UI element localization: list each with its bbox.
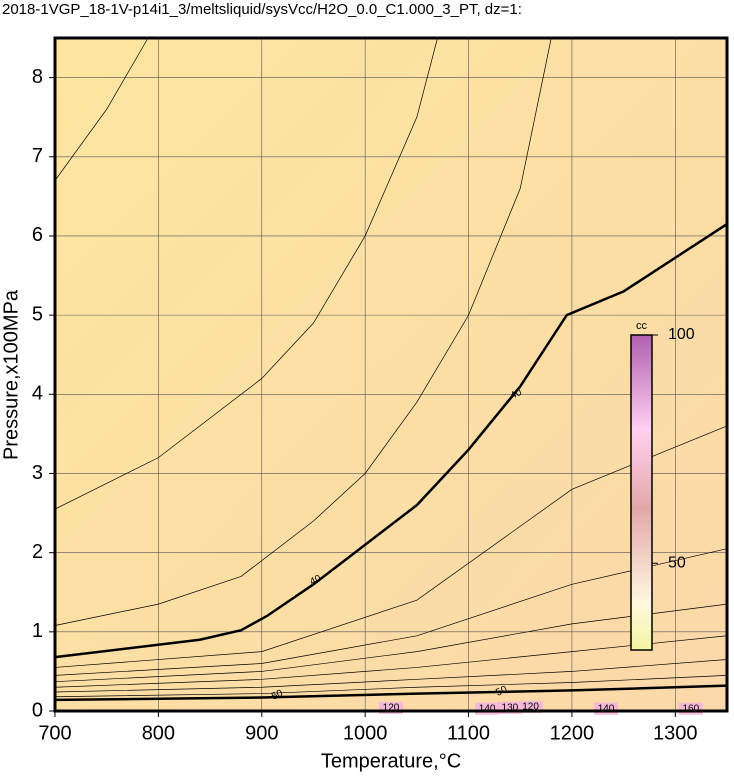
contour-label: 40 [308,573,323,588]
contour-line [54,659,728,693]
y-tick-label: 5 [32,303,43,325]
y-tick-label: 4 [32,383,43,405]
colorbar [630,334,653,651]
x-axis-label: Temperature,°C [321,750,461,772]
x-tick-label: 1300 [653,722,698,744]
colorbar-tick-label: 100 [668,326,695,343]
contour-label: 50 [494,684,509,699]
contour-label: 120 [522,702,539,713]
contour-label: 50 [270,688,285,703]
contour-line [54,37,552,626]
chart-title: 2018-1VGP_18-1V-p14i1_3/meltsliquid/sysV… [2,1,522,18]
y-tick-label: 8 [32,66,43,88]
contour-line [54,635,728,688]
y-tick-label: 3 [32,462,43,484]
contour-line [54,37,438,510]
contour-label: 140 [598,703,615,714]
x-tick-label: 1000 [343,722,388,744]
contour-line [54,675,728,698]
contour-label: 40 [509,387,524,402]
x-tick-label: 700 [38,722,71,744]
colorbar-tick-label: 50 [668,554,686,571]
x-tick-label: 1200 [550,722,595,744]
y-tick-label: 2 [32,541,43,563]
contour-line [54,37,149,181]
plot-frame [53,36,729,713]
y-tick-label: 0 [32,699,43,721]
contour-line-bold [54,684,728,702]
colorbar-label: cc [636,320,648,332]
contour-line [54,425,728,668]
x-tick-label: 900 [245,722,278,744]
contour-line-bold [54,223,728,659]
contour-label: 120 [383,702,400,713]
y-tick-label: 1 [32,620,43,642]
y-tick-label: 7 [32,145,43,167]
plot-background [55,38,727,711]
y-axis-label: Pressure,x100MPa [0,289,22,460]
contour-label: 160 [682,703,699,714]
x-tick-label: 1100 [447,722,490,744]
contour-line [54,603,728,683]
contour-line [54,548,728,676]
x-tick-label: 800 [142,722,175,744]
contour-label: 140 [479,703,496,714]
y-tick-label: 6 [32,224,43,246]
contour-label: 130 [502,702,519,713]
